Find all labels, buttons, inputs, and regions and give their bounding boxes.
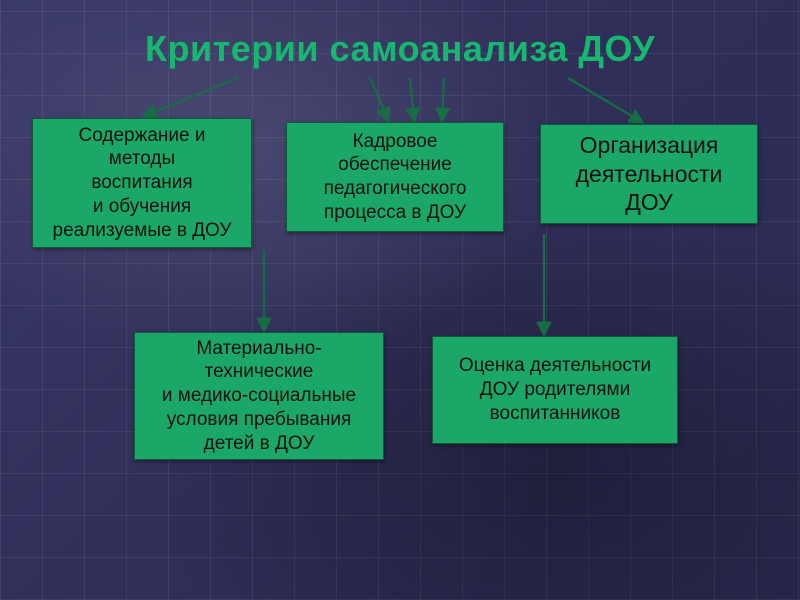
connector-arrow bbox=[144, 78, 238, 116]
box-staffing: Кадровоеобеспечениепедагогическогопроцес… bbox=[286, 122, 504, 232]
box-parent-evaluation: Оценка деятельностиДОУ родителямивоспита… bbox=[432, 336, 678, 444]
box-label: Материально-техническиеи медико-социальн… bbox=[145, 337, 373, 456]
box-label: Содержание иметодывоспитанияи обученияре… bbox=[43, 124, 241, 243]
connector-arrow bbox=[410, 78, 414, 120]
box-material-conditions: Материально-техническиеи медико-социальн… bbox=[134, 332, 384, 460]
connector-arrow bbox=[568, 78, 642, 122]
box-content-methods: Содержание иметодывоспитанияи обученияре… bbox=[32, 118, 252, 248]
box-label: Оценка деятельностиДОУ родителямивоспита… bbox=[443, 354, 667, 425]
box-label: ОрганизациядеятельностиДОУ bbox=[551, 131, 747, 217]
box-organization: ОрганизациядеятельностиДОУ bbox=[540, 124, 758, 224]
box-label: Кадровоеобеспечениепедагогическогопроцес… bbox=[297, 130, 493, 225]
connector-arrow bbox=[442, 78, 444, 120]
connector-arrow bbox=[370, 78, 388, 120]
arrows-layer bbox=[0, 0, 800, 600]
